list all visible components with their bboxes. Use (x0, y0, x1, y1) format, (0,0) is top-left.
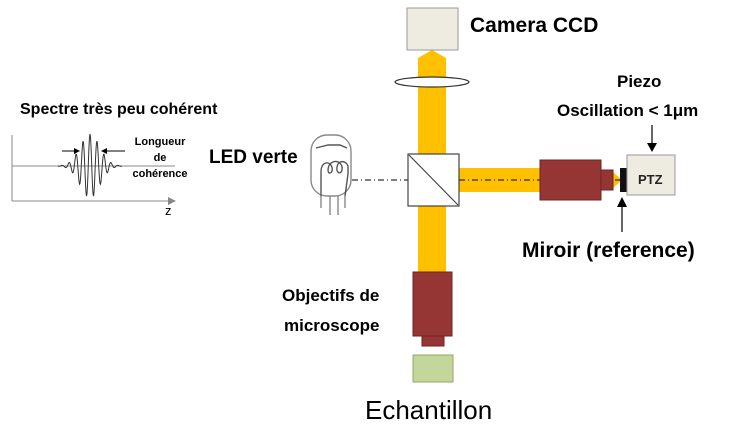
reference-mirror (620, 168, 627, 192)
coherence-length-line1: Longueur (134, 136, 186, 148)
ptz-box (626, 154, 676, 196)
beam-splitter-diagonal (408, 154, 459, 206)
camera-label: Camera CCD (470, 14, 599, 37)
ptz-label: PTZ (638, 172, 663, 187)
sample-objective-tip (421, 335, 445, 347)
oscillation-label: Oscillation < 1μm (557, 101, 699, 120)
piezo-arrow-head (647, 143, 657, 152)
reference-objective (539, 159, 602, 201)
objective-label-line2: microscope (284, 316, 380, 335)
mirror-arrow-head (617, 197, 627, 207)
sample-objective (412, 271, 453, 337)
objective-label-line1: Objectifs de (282, 286, 380, 305)
axis-z-label: z (165, 203, 172, 218)
camera-ccd (406, 7, 459, 51)
spectrum-label: Spectre très peu cohérent (20, 101, 218, 118)
sample (412, 354, 454, 383)
sample-label: Echantillon (365, 395, 493, 425)
coherence-length-label: Longueur de cohérence (132, 134, 188, 182)
coherence-arrow-left-head (74, 148, 80, 154)
led-bulb-icon (310, 134, 352, 215)
led-label: LED verte (209, 147, 298, 168)
reference-objective-tip (600, 169, 614, 191)
coherence-arrow-right-head (101, 148, 107, 154)
coherence-length-line2: de (153, 152, 167, 164)
coherence-length-line3: cohérence (132, 168, 188, 180)
spectrum-x-arrow (168, 197, 176, 205)
mirror-label: Miroir (reference) (522, 239, 695, 262)
piezo-label: Piezo (617, 72, 662, 91)
coherence-wave-packet (57, 133, 123, 197)
lens (394, 76, 470, 88)
